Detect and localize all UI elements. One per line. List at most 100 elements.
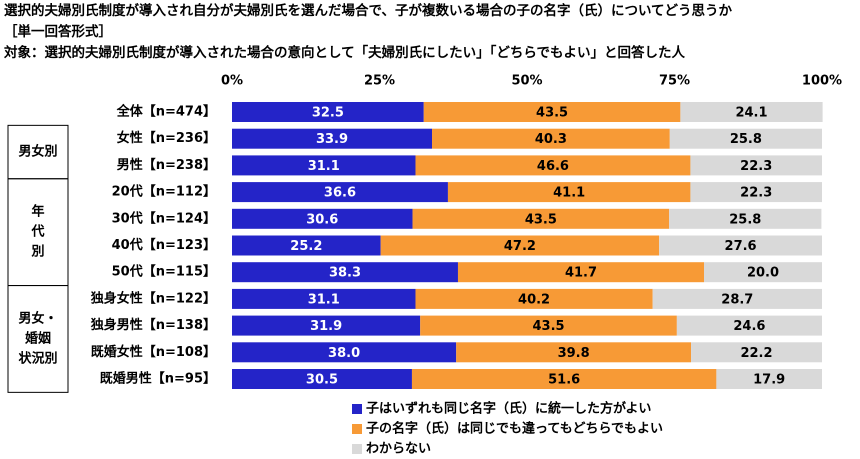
y-tick-label: 女性【n=236】 bbox=[117, 130, 216, 146]
y-tick-label: 独身男性【n=138】 bbox=[91, 317, 216, 333]
group-label: 男女別 bbox=[18, 144, 57, 160]
bar-segment bbox=[423, 102, 681, 122]
value-label: 41.1 bbox=[553, 186, 585, 201]
value-label: 25.2 bbox=[290, 239, 322, 254]
bar-segment bbox=[456, 342, 692, 363]
value-label: 43.5 bbox=[525, 212, 557, 227]
y-tick-label: 既婚女性【n=108】 bbox=[91, 344, 216, 360]
group-label: 婚姻 bbox=[25, 330, 51, 346]
bar-segment bbox=[415, 155, 691, 176]
value-label: 22.3 bbox=[740, 159, 772, 174]
value-label: 30.5 bbox=[306, 373, 338, 388]
value-label: 31.9 bbox=[310, 319, 342, 334]
bar-segment bbox=[232, 235, 381, 256]
bar-segment bbox=[411, 369, 717, 389]
value-label: 41.7 bbox=[565, 266, 597, 281]
group-label: 年 bbox=[31, 204, 44, 220]
value-label: 36.6 bbox=[324, 186, 356, 201]
bar-segment bbox=[380, 235, 660, 256]
bar-segment bbox=[420, 315, 677, 336]
bar-segment bbox=[232, 288, 416, 309]
bar-segment bbox=[690, 182, 822, 203]
value-label: 31.1 bbox=[308, 159, 340, 174]
group-label: 男女・ bbox=[18, 310, 57, 326]
legend-swatch bbox=[352, 444, 362, 454]
bar-segment bbox=[232, 369, 412, 389]
value-label: 25.8 bbox=[730, 132, 762, 147]
y-tick-label: 独身女性【n=122】 bbox=[91, 290, 216, 306]
value-label: 43.5 bbox=[536, 106, 568, 121]
bar-segment bbox=[447, 182, 691, 203]
bar-segment bbox=[652, 288, 822, 309]
value-label: 31.1 bbox=[308, 292, 340, 307]
y-tick-label: 全体【n=474】 bbox=[116, 104, 216, 120]
y-tick-label: 50代【n=115】 bbox=[112, 264, 216, 280]
value-label: 38.0 bbox=[328, 346, 360, 361]
chart-subtitle: ［単一回答形式］ bbox=[4, 23, 112, 40]
y-tick-label: 男性【n=238】 bbox=[117, 157, 216, 173]
bar-segment bbox=[704, 262, 822, 283]
bar-segment bbox=[669, 208, 822, 229]
value-label: 24.1 bbox=[735, 106, 767, 121]
x-tick-label: 25% bbox=[364, 74, 395, 89]
value-label: 38.3 bbox=[329, 266, 361, 281]
value-label: 25.8 bbox=[729, 212, 761, 227]
x-tick-label: 75% bbox=[659, 74, 690, 89]
bar-segment bbox=[432, 128, 670, 149]
x-tick-label: 0% bbox=[221, 74, 243, 89]
bar-segment bbox=[676, 315, 822, 336]
chart-note: 対象：選択的夫婦別氏制度が導入された場合の意向として「夫婦別氏にしたい」「どちら… bbox=[3, 44, 685, 61]
bar-segment bbox=[232, 182, 448, 203]
value-label: 51.6 bbox=[548, 373, 580, 388]
value-label: 28.7 bbox=[721, 292, 753, 307]
y-tick-label: 既婚男性【n=95】 bbox=[100, 371, 216, 387]
bar-segment bbox=[232, 208, 413, 229]
value-label: 33.9 bbox=[316, 132, 348, 147]
value-label: 27.6 bbox=[725, 239, 757, 254]
bar-segment bbox=[232, 128, 433, 149]
bar-segment bbox=[457, 262, 704, 283]
bar-segment bbox=[232, 155, 416, 176]
legend-label: わからない bbox=[366, 442, 431, 457]
bar-segment bbox=[232, 102, 424, 122]
bar-segment bbox=[680, 102, 823, 122]
bar-segment bbox=[690, 155, 822, 176]
chart-title: 選択的夫婦別氏制度が導入され自分が夫婦別氏を選んだ場合で、子が複数いる場合の子の… bbox=[4, 2, 733, 19]
bar-segment bbox=[716, 369, 822, 389]
value-label: 32.5 bbox=[312, 106, 344, 121]
y-tick-label: 30代【n=124】 bbox=[112, 210, 216, 226]
value-label: 40.2 bbox=[518, 292, 550, 307]
bar-segment bbox=[232, 342, 457, 363]
value-label: 30.6 bbox=[306, 212, 338, 227]
value-label: 22.3 bbox=[740, 186, 772, 201]
bar-segment bbox=[412, 208, 670, 229]
value-label: 22.2 bbox=[740, 346, 772, 361]
value-label: 17.9 bbox=[753, 373, 785, 388]
value-label: 20.0 bbox=[747, 266, 779, 281]
legend-label: 子はいずれも同じ名字（氏）に統一した方がよい bbox=[366, 401, 651, 417]
x-tick-label: 100% bbox=[802, 74, 842, 89]
bar-segment bbox=[669, 128, 822, 149]
x-tick-label: 50% bbox=[511, 74, 542, 89]
value-label: 47.2 bbox=[504, 239, 536, 254]
bar-segment bbox=[691, 342, 822, 363]
group-label: 代 bbox=[30, 224, 44, 240]
group-box bbox=[7, 285, 69, 393]
y-tick-label: 20代【n=112】 bbox=[112, 184, 216, 200]
value-label: 43.5 bbox=[532, 319, 564, 334]
group-label: 別 bbox=[30, 245, 44, 260]
bar-segment bbox=[659, 235, 822, 256]
value-label: 39.8 bbox=[558, 346, 590, 361]
value-label: 24.6 bbox=[733, 319, 765, 334]
bar-segment bbox=[232, 315, 421, 336]
value-label: 46.6 bbox=[537, 159, 569, 174]
y-tick-label: 40代【n=123】 bbox=[112, 237, 216, 253]
legend-label: 子の名字（氏）は同じでも違ってもどちらでもよい bbox=[366, 421, 663, 437]
group-label: 状況別 bbox=[18, 350, 57, 366]
value-label: 40.3 bbox=[535, 132, 567, 147]
legend-swatch bbox=[352, 404, 362, 414]
bar-segment bbox=[232, 262, 458, 283]
legend-swatch bbox=[352, 424, 362, 434]
bar-segment bbox=[415, 288, 653, 309]
